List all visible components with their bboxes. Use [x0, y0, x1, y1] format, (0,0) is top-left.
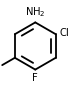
Text: NH$_2$: NH$_2$	[25, 5, 46, 19]
Text: Cl: Cl	[59, 28, 69, 38]
Text: F: F	[32, 73, 38, 83]
